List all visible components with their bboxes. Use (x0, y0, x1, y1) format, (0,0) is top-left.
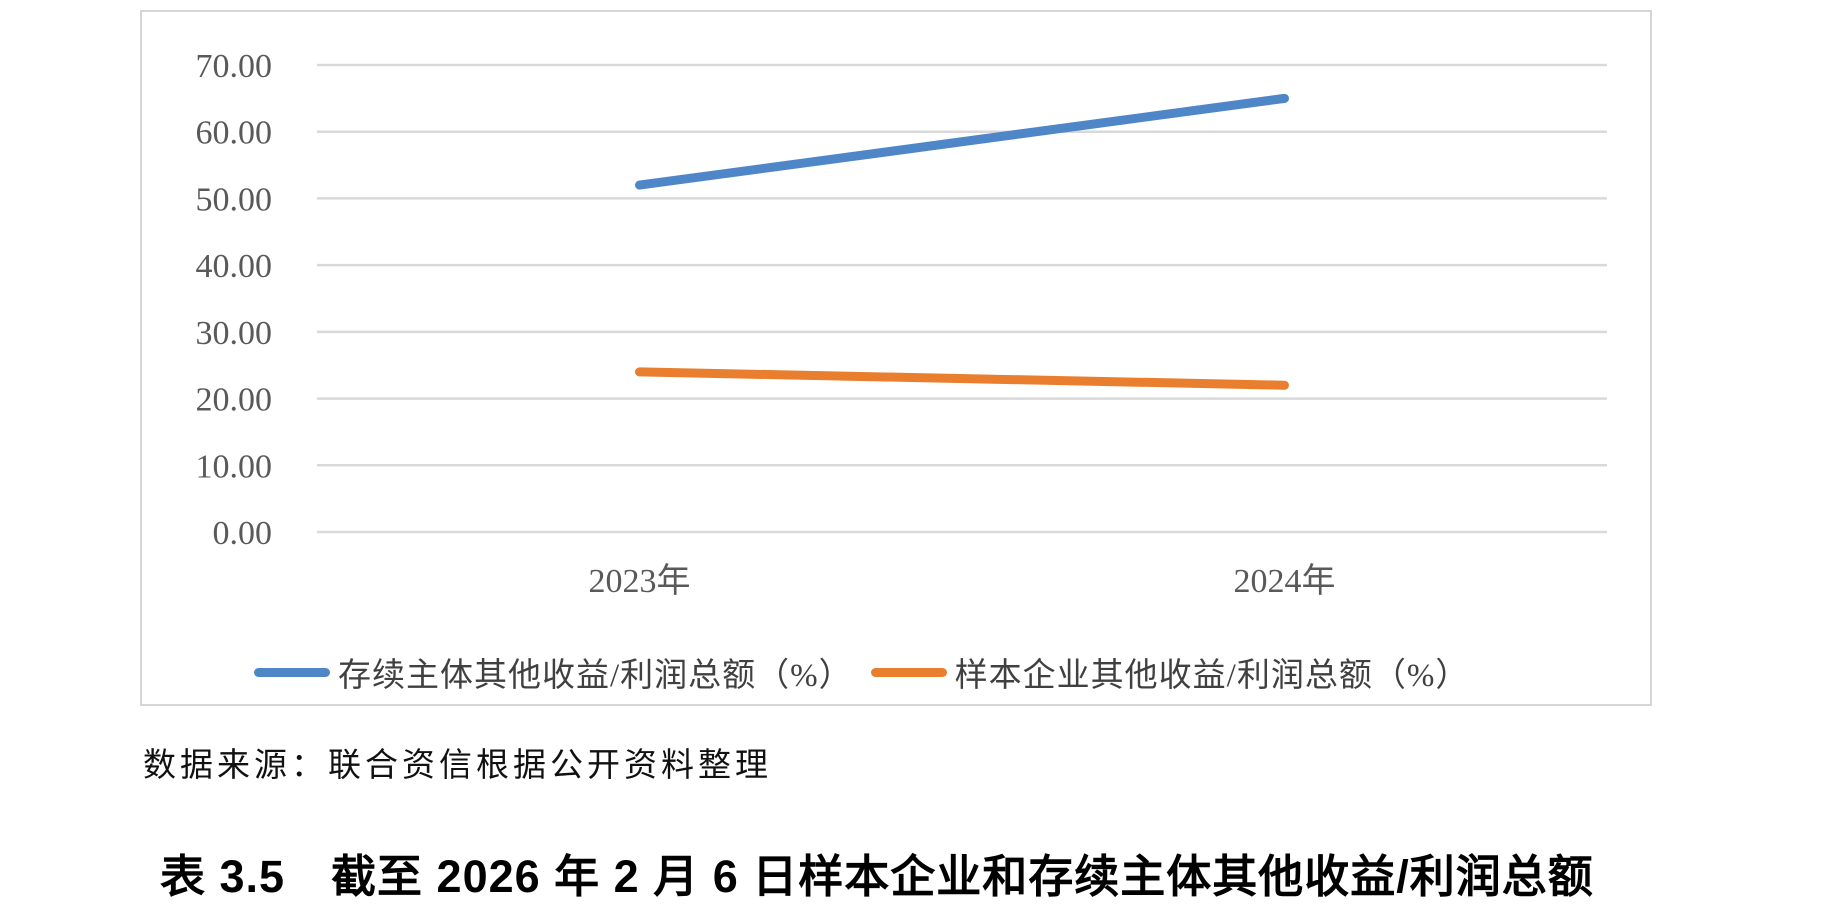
svg-text:2023年: 2023年 (589, 562, 691, 600)
legend-label-survivor: 存续主体其他收益/利润总额（%） (338, 658, 853, 694)
legend-item-sample: 样本企业其他收益/利润总额（%） (870, 648, 1470, 696)
legend-label-sample: 样本企业其他收益/利润总额（%） (954, 658, 1470, 694)
svg-text:2024年: 2024年 (1234, 562, 1336, 600)
svg-text:60.00: 60.00 (196, 115, 273, 152)
legend-swatch-orange-line (870, 667, 947, 677)
table-caption-title: 表 3.5 截至 2026 年 2 月 6 日样本企业和存续主体其他收益/利润总… (160, 851, 1594, 902)
data-source-note: 数据来源：联合资信根据公开资料整理 (143, 748, 772, 784)
legend-swatch-blue-line (254, 667, 330, 677)
svg-text:20.00: 20.00 (196, 382, 273, 419)
svg-text:0.00: 0.00 (213, 515, 273, 552)
chart-frame: 0.00 10.00 20.00 30.00 40.00 50.00 60.00 70.00 2… (140, 10, 1652, 706)
svg-text:30.00: 30.00 (196, 315, 273, 352)
svg-text:50.00: 50.00 (196, 181, 273, 218)
svg-text:70.00: 70.00 (196, 48, 273, 85)
chart-legend: 存续主体其他收益/利润总额（%） 样本企业其他收益/利润总额（%） (142, 648, 1650, 696)
legend-item-survivor: 存续主体其他收益/利润总额（%） (254, 648, 853, 696)
svg-text:40.00: 40.00 (196, 248, 273, 285)
svg-text:10.00: 10.00 (196, 448, 273, 485)
chart-plot: 0.00 10.00 20.00 30.00 40.00 50.00 60.00 70.00 2… (196, 48, 1607, 600)
